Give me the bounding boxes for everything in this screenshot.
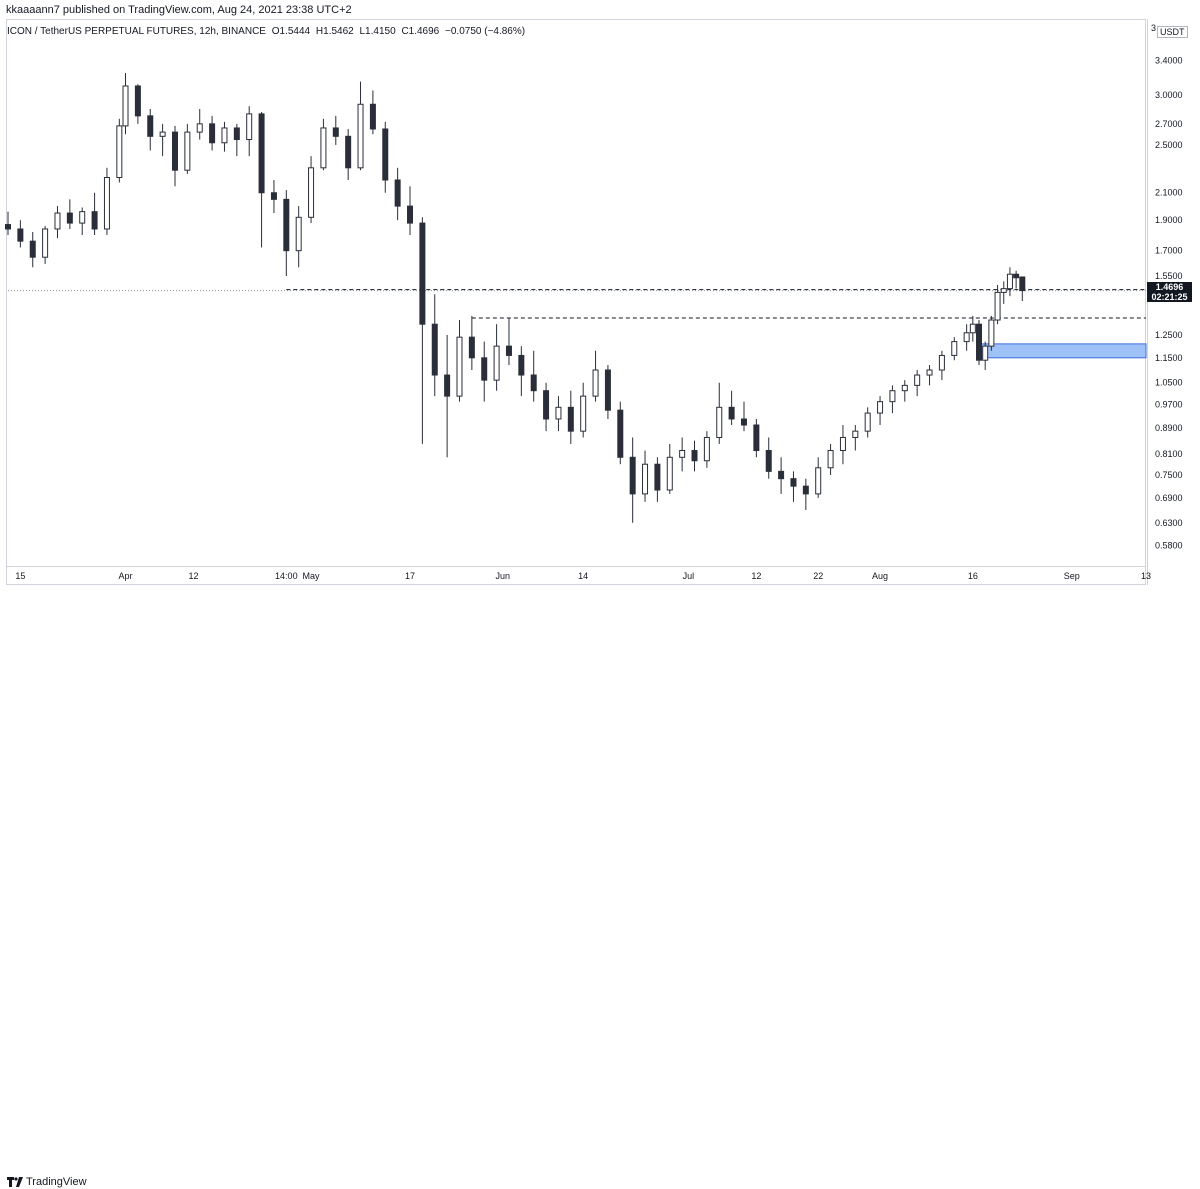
ohlc-low: L1.4150 [359, 26, 396, 37]
ohlc-open: O1.5444 [271, 26, 311, 37]
last-price-value: 1.4696 [1155, 282, 1184, 292]
price-axis-unit[interactable]: USDT [1157, 26, 1188, 38]
last-price-countdown: 02:21:25 [1151, 292, 1188, 302]
time-axis[interactable] [6, 566, 1146, 585]
published-by-line: kkaaaann7 published on TradingView.com, … [6, 4, 352, 16]
symbol-title[interactable]: ICON / TetherUS PERPETUAL FUTURES, 12h, … [7, 26, 266, 37]
tradingview-logo-icon[interactable] [7, 1177, 23, 1189]
ohlc-close: C1.4696 [401, 26, 440, 37]
chart-pane[interactable] [6, 19, 1146, 585]
price-axis-unit-sup: 3 [1151, 23, 1157, 33]
symbol-legend[interactable]: ICON / TetherUS PERPETUAL FUTURES, 12h, … [7, 26, 528, 37]
last-price-tag: 1.4696 02:21:25 [1147, 282, 1192, 302]
footer: TradingView [0, 585, 1200, 1188]
tradingview-brand[interactable]: TradingView [26, 1176, 87, 1188]
ohlc-change: −0.0750 (−4.86%) [445, 26, 526, 37]
ohlc-high: H1.5462 [315, 26, 354, 37]
price-axis[interactable] [1147, 19, 1200, 585]
top-bar: kkaaaann7 published on TradingView.com, … [0, 0, 1200, 20]
